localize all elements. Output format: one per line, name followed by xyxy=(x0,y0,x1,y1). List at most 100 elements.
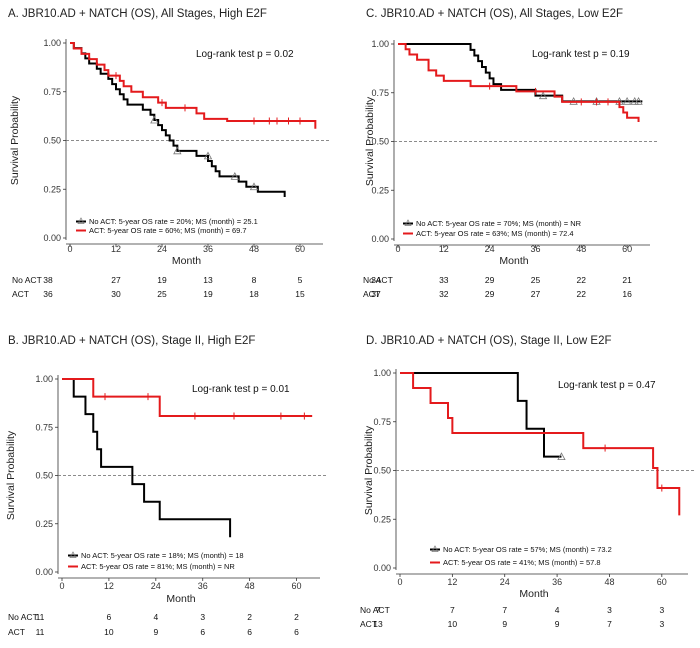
risk-count: 27 xyxy=(531,289,541,299)
risk-count: 34 xyxy=(371,275,381,285)
risk-count: 36 xyxy=(43,289,53,299)
y-tick-label: 0.50 xyxy=(373,466,391,476)
x-tick-label: 36 xyxy=(552,577,562,587)
km-panel-4: D. JBR10.AD + NATCH (OS), Stage II, Low … xyxy=(360,335,696,629)
x-tick-label: 0 xyxy=(397,577,402,587)
y-axis-label: Survival Probability xyxy=(9,95,21,185)
km-panel-2: C. JBR10.AD + NATCH (OS), All Stages, Lo… xyxy=(363,8,658,299)
risk-count: 29 xyxy=(485,289,495,299)
risk-row-label: ACT xyxy=(8,627,25,637)
survival-curve-act xyxy=(62,378,313,418)
legend-entry: ACT: 5-year OS rate = 41%; MS (month) = … xyxy=(443,558,601,567)
censor-mark xyxy=(203,151,213,160)
risk-count: 3 xyxy=(659,619,664,629)
risk-row-label: ACT xyxy=(363,289,380,299)
x-tick-label: 24 xyxy=(151,581,161,591)
risk-count: 13 xyxy=(373,619,383,629)
y-tick-label: 0.75 xyxy=(373,417,391,427)
x-axis-label: Month xyxy=(172,255,201,267)
risk-count: 30 xyxy=(111,289,121,299)
y-tick-label: 0.75 xyxy=(371,88,389,98)
x-tick-label: 48 xyxy=(249,244,259,254)
x-tick-label: 0 xyxy=(395,244,400,254)
risk-count: 9 xyxy=(502,619,507,629)
risk-count: 7 xyxy=(607,619,612,629)
y-tick-label: 0.00 xyxy=(43,233,61,243)
risk-count: 27 xyxy=(111,275,121,285)
risk-count: 16 xyxy=(622,289,632,299)
risk-count: 33 xyxy=(439,275,449,285)
y-tick-label: 0.50 xyxy=(43,136,61,146)
legend-entry: No ACT: 5-year OS rate = 57%; MS (month)… xyxy=(443,545,612,554)
x-tick-label: 36 xyxy=(203,244,213,254)
y-tick-label: 0.25 xyxy=(43,184,61,194)
risk-count: 10 xyxy=(448,619,458,629)
km-panel-1: A. JBR10.AD + NATCH (OS), All Stages, Hi… xyxy=(8,8,331,299)
risk-count: 19 xyxy=(203,289,213,299)
x-tick-label: 48 xyxy=(245,581,255,591)
risk-count: 5 xyxy=(298,275,303,285)
risk-row-label: No ACT xyxy=(363,275,393,285)
logrank-pvalue: Log-rank test p = 0.01 xyxy=(192,384,290,395)
survival-curve-no-act xyxy=(400,372,562,458)
y-tick-label: 0.50 xyxy=(35,471,53,481)
risk-count: 3 xyxy=(200,612,205,622)
risk-count: 3 xyxy=(659,605,664,615)
risk-count: 13 xyxy=(203,275,213,285)
y-tick-label: 1.00 xyxy=(43,38,61,48)
risk-count: 11 xyxy=(36,627,45,637)
risk-count: 11 xyxy=(36,612,45,622)
logrank-pvalue: Log-rank test p = 0.47 xyxy=(558,380,656,391)
x-tick-label: 24 xyxy=(485,244,495,254)
x-tick-label: 36 xyxy=(530,244,540,254)
survival-curve-no-act xyxy=(62,378,232,538)
risk-count: 7 xyxy=(376,605,381,615)
panel-title: A. JBR10.AD + NATCH (OS), All Stages, Hi… xyxy=(8,8,267,20)
risk-count: 3 xyxy=(607,605,612,615)
risk-count: 22 xyxy=(577,275,587,285)
risk-count: 25 xyxy=(157,289,167,299)
censor-mark xyxy=(538,91,548,100)
x-tick-label: 24 xyxy=(500,577,510,587)
risk-row-label: ACT xyxy=(360,619,377,629)
x-tick-label: 24 xyxy=(157,244,167,254)
risk-count: 6 xyxy=(247,627,252,637)
y-tick-label: 0.00 xyxy=(35,567,53,577)
censor-mark xyxy=(230,172,240,180)
legend-censor-mark xyxy=(69,551,77,558)
x-tick-label: 60 xyxy=(622,244,632,254)
censor-mark xyxy=(557,452,566,461)
survival-curve-act xyxy=(70,42,317,129)
risk-row-label: No ACT xyxy=(360,605,390,615)
survival-curve-no-act xyxy=(70,42,286,198)
x-axis-label: Month xyxy=(519,588,548,600)
y-axis-label: Survival Probability xyxy=(5,430,17,520)
logrank-pvalue: Log-rank test p = 0.02 xyxy=(196,49,294,60)
risk-row-label: No ACT xyxy=(8,612,38,622)
risk-count: 9 xyxy=(153,627,158,637)
x-tick-label: 0 xyxy=(67,244,72,254)
x-tick-label: 48 xyxy=(576,244,586,254)
risk-count: 38 xyxy=(43,275,53,285)
risk-count: 4 xyxy=(555,605,560,615)
legend-censor-mark xyxy=(404,219,412,226)
risk-count: 7 xyxy=(502,605,507,615)
legend-entry: ACT: 5-year OS rate = 81%; MS (month) = … xyxy=(81,562,235,571)
y-tick-label: 1.00 xyxy=(35,374,53,384)
legend-entry: ACT: 5-year OS rate = 63%; MS (month) = … xyxy=(416,229,574,238)
x-tick-label: 60 xyxy=(657,577,667,587)
y-tick-label: 0.50 xyxy=(371,137,389,147)
x-tick-label: 36 xyxy=(198,581,208,591)
legend-entry: No ACT: 5-year OS rate = 20%; MS (month)… xyxy=(89,217,258,226)
legend-censor-mark xyxy=(431,545,439,552)
y-tick-label: 0.25 xyxy=(35,519,53,529)
risk-count: 29 xyxy=(485,275,495,285)
risk-row-label: ACT xyxy=(12,289,29,299)
risk-count: 10 xyxy=(104,627,114,637)
risk-count: 6 xyxy=(200,627,205,637)
x-axis-label: Month xyxy=(499,255,528,267)
risk-count: 25 xyxy=(531,275,541,285)
censor-mark xyxy=(249,182,259,191)
risk-count: 18 xyxy=(249,289,259,299)
